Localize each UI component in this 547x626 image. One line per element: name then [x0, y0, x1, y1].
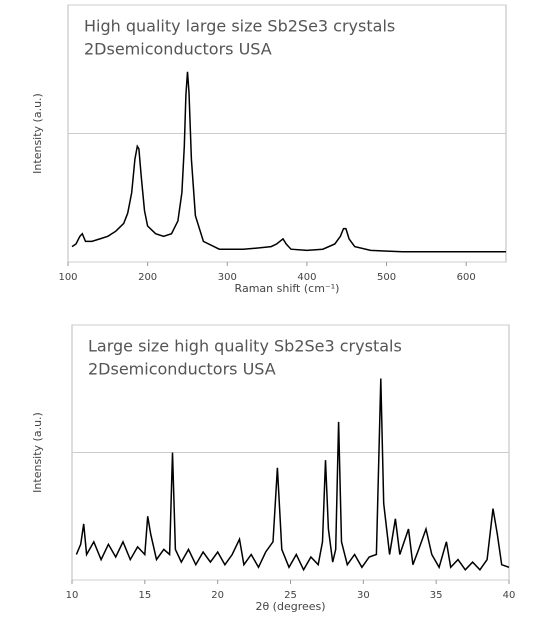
x-tick-label: 25	[284, 590, 297, 601]
line-series	[75, 378, 510, 572]
chart-title: High quality large size Sb2Se3 crystals	[84, 17, 395, 36]
x-tick-label: 35	[430, 590, 443, 601]
chart-subtitle: 2Dsemiconductors USA	[84, 40, 272, 59]
y-axis-label: Intensity (a.u.)	[31, 412, 44, 493]
x-tick-label: 400	[297, 272, 316, 283]
line-series	[71, 71, 506, 253]
x-axis-label: 2θ (degrees)	[255, 600, 325, 613]
x-tick-label: 500	[377, 272, 396, 283]
x-tick-label: 40	[503, 590, 516, 601]
chart-title: Large size high quality Sb2Se3 crystals	[88, 337, 402, 356]
x-axis-label: Raman shift (cm⁻¹)	[235, 282, 340, 295]
y-axis-label: Intensity (a.u.)	[31, 93, 44, 174]
x-tick-label: 10	[66, 590, 79, 601]
x-tick-label: 15	[138, 590, 151, 601]
x-tick-label: 100	[58, 272, 77, 283]
x-tick-label: 200	[138, 272, 157, 283]
x-tick-label: 30	[357, 590, 370, 601]
x-tick-label: 600	[457, 272, 476, 283]
x-tick-label: 20	[211, 590, 224, 601]
chart-subtitle: 2Dsemiconductors USA	[88, 360, 276, 379]
x-tick-label: 300	[218, 272, 237, 283]
